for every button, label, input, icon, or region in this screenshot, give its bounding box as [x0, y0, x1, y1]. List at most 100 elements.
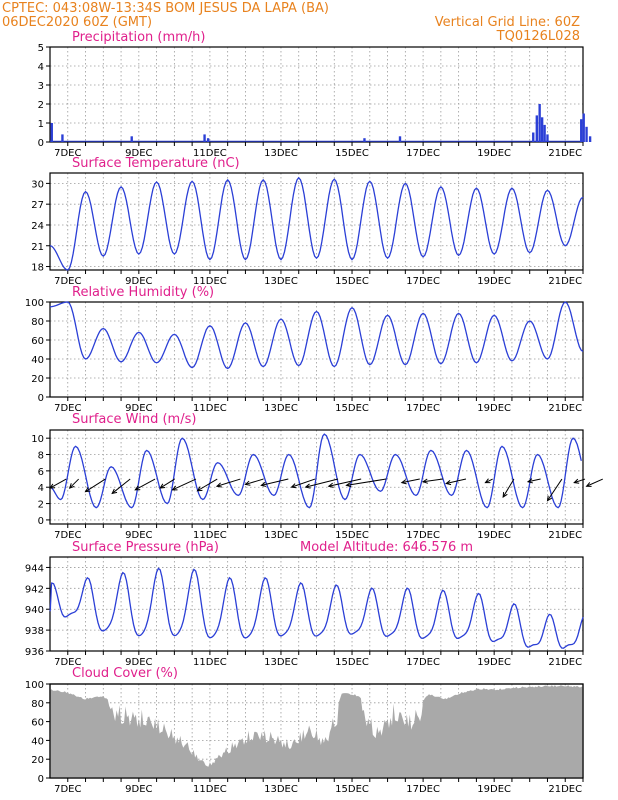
precip-bar	[538, 104, 541, 142]
wind-arrow-head	[445, 480, 452, 486]
wind-arrow	[85, 478, 106, 493]
cloud-cover-area	[50, 685, 583, 778]
cloud-ytick-label: 60	[31, 718, 44, 729]
pres-ytick-label: 936	[25, 647, 44, 658]
temp-date-tick-label: 13DEC	[264, 276, 298, 287]
temp-date-tick-label: 19DEC	[477, 276, 511, 287]
wind-arrow	[216, 478, 241, 487]
wind-arrow	[135, 478, 156, 491]
wind-arrow-head	[111, 488, 118, 495]
precip-date-tick-label: 11DEC	[193, 148, 227, 159]
cloud-ytick-label: 100	[25, 680, 44, 691]
wind-arrow	[305, 478, 339, 488]
cloud-panel: 0 20 40 60 80 100 7DEC 9DEC 11DEC 13DEC 15DEC 17DEC…	[25, 680, 584, 795]
wind-panel: 0 2 4 6 8 10 7DEC 9DEC 11DEC 13DEC 15DEC 17DEC 19DEC…	[31, 429, 603, 541]
cloud-date-tick-label: 17DEC	[406, 784, 440, 795]
rh-date-tick-label: 11DEC	[193, 403, 227, 414]
rh-panel-title: Relative Humidity (%)	[72, 285, 214, 300]
wind-panel-title: Surface Wind (m/s)	[72, 412, 196, 427]
wind-arrow-head	[546, 495, 553, 502]
rh-ytick-label: 0	[38, 393, 44, 404]
wind-arrow	[446, 478, 467, 485]
rh-date-tick-label: 13DEC	[264, 403, 298, 414]
wind-arrow-head	[290, 483, 297, 489]
temp-ytick-label: 27	[31, 200, 44, 211]
temperature-line	[49, 176, 584, 271]
precip-plot-frame	[49, 46, 584, 143]
wind-date-tick-label: 17DEC	[406, 530, 440, 541]
wind-arrow	[401, 478, 420, 484]
precip-bar	[532, 132, 535, 142]
rh-ytick-label: 40	[31, 355, 44, 366]
precip-bar	[398, 136, 402, 142]
wind-arrow-head	[196, 486, 203, 492]
precip-date-tick-label: 17DEC	[406, 148, 440, 159]
wind-arrow-head	[134, 485, 141, 491]
wind-arrow-head	[327, 482, 334, 488]
wind-arrow-head	[171, 485, 178, 491]
pres-date-tick-label: 15DEC	[335, 657, 369, 668]
wind-arrow	[245, 478, 264, 485]
wind-arrow	[197, 478, 218, 492]
wind-arrow	[328, 478, 362, 487]
precip-bar	[580, 119, 583, 142]
pres-ytick-label: 942	[25, 584, 44, 595]
cloud-date-tick-label: 19DEC	[477, 784, 511, 795]
wind-date-tick-label: 7DEC	[54, 530, 81, 541]
wind-speed-line	[49, 433, 582, 509]
cloud-panel-title: Cloud Cover (%)	[72, 666, 178, 681]
temp-date-tick-label: 11DEC	[193, 276, 227, 287]
pres-date-tick-label: 19DEC	[477, 657, 511, 668]
cloud-date-tick-label: 9DEC	[125, 784, 152, 795]
precip-bar	[203, 134, 206, 142]
wind-arrow-head	[502, 492, 508, 499]
precip-ytick-label: 3	[38, 81, 44, 92]
pres-date-tick-label: 17DEC	[406, 657, 440, 668]
wind-arrow	[527, 478, 541, 483]
humidity-line	[49, 301, 584, 370]
precip-ytick-label: 1	[38, 119, 44, 130]
wind-arrow	[49, 478, 67, 489]
precip-ytick-label: 4	[38, 62, 44, 73]
precip-bar	[546, 134, 549, 142]
precip-ytick-label: 0	[38, 138, 44, 149]
pres-ytick-label: 940	[25, 605, 44, 616]
wind-arrow	[547, 478, 563, 501]
wind-date-tick-label: 19DEC	[477, 530, 511, 541]
pres-date-tick-label: 13DEC	[264, 657, 298, 668]
wind-arrow-head	[304, 483, 311, 489]
wind-arrow	[502, 478, 515, 498]
wind-arrow	[291, 478, 316, 488]
pres-date-tick-label: 9DEC	[125, 657, 152, 668]
cloud-ytick-label: 40	[31, 736, 44, 747]
cloud-ytick-label: 0	[38, 774, 44, 785]
rh-date-tick-label: 21DEC	[548, 403, 582, 414]
precip-bar	[363, 138, 366, 142]
temp-date-tick-label: 15DEC	[335, 276, 369, 287]
wind-arrow-head	[573, 478, 580, 484]
wind-arrow	[111, 478, 131, 494]
wind-arrow	[574, 478, 586, 484]
rh-date-tick-label: 7DEC	[54, 403, 81, 414]
cloud-date-tick-label: 21DEC	[548, 784, 582, 795]
wind-arrow-head	[526, 478, 533, 484]
rh-date-tick-label: 17DEC	[406, 403, 440, 414]
precip-bar	[535, 115, 538, 142]
wind-arrow	[69, 478, 80, 489]
wind-plot-frame	[49, 429, 584, 525]
rh-ytick-label: 20	[31, 374, 44, 385]
precip-panel-title: Precipitation (mm/h)	[72, 30, 205, 45]
precip-bar	[543, 124, 546, 142]
temp-date-tick-label: 17DEC	[406, 276, 440, 287]
temp-ytick-label: 30	[31, 179, 44, 190]
pres-ytick-label: 938	[25, 626, 44, 637]
pressure-line	[49, 567, 584, 649]
wind-arrow-head	[215, 482, 222, 488]
header-grid-note: Vertical Grid Line: 60Z	[435, 15, 580, 30]
temp-plot-frame	[49, 172, 584, 271]
temp-ytick-label: 18	[31, 263, 44, 274]
temp-ytick-label: 24	[31, 221, 44, 232]
precip-bar	[588, 136, 592, 142]
wind-arrow-head	[260, 481, 267, 487]
